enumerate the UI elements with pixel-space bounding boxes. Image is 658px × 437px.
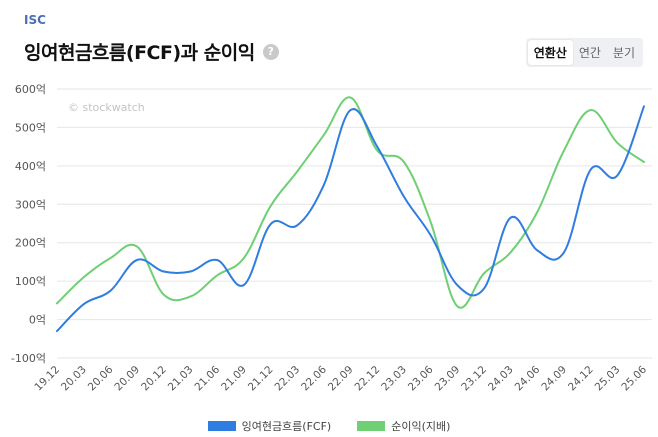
x-tick-label: 21.12	[246, 364, 276, 394]
x-tick-label: 20.06	[86, 363, 116, 393]
x-tick-label: 23.09	[433, 364, 463, 394]
toggle-quarterly[interactable]: 분기	[612, 46, 635, 60]
x-tick-label: 24.03	[486, 364, 516, 394]
x-tick-label: 22.03	[273, 364, 303, 394]
y-tick-label: -100억	[11, 352, 46, 365]
legend-item-net-income[interactable]: 순이익(지배)	[357, 418, 450, 434]
y-tick-label: 500억	[15, 121, 46, 134]
x-tick-label: 22.12	[353, 364, 383, 394]
x-tick-label: 22.06	[299, 363, 329, 393]
legend-label-fcf: 잉여현금흐름(FCF)	[241, 420, 332, 433]
legend-swatch-net-income	[357, 421, 386, 431]
x-tick-label: 21.03	[166, 364, 196, 394]
toggle-annualized[interactable]: 연환산	[527, 40, 573, 65]
series-line-net-income	[56, 96, 645, 309]
y-tick-label: 600억	[15, 83, 46, 96]
y-tick-label: 400억	[15, 160, 46, 173]
legend-swatch-fcf	[207, 421, 236, 431]
x-tick-label: 24.12	[566, 364, 596, 394]
legend-item-fcf[interactable]: 잉여현금흐름(FCF)	[207, 418, 332, 434]
x-tick-label: 20.12	[139, 364, 169, 394]
legend: 잉여현금흐름(FCF) 순이익(지배)	[0, 418, 658, 434]
series-line-fcf	[56, 105, 645, 333]
help-icon[interactable]: ?	[262, 43, 279, 60]
x-tick-label: 21.06	[192, 363, 222, 393]
x-tick-label: 19.12	[32, 364, 62, 394]
x-tick-label: 24.06	[513, 363, 543, 393]
period-toggle: 연환산 연간 분기	[525, 38, 643, 67]
x-tick-label: 20.03	[59, 364, 89, 394]
y-tick-label: 300억	[15, 198, 46, 211]
y-tick-label: 0억	[29, 314, 46, 327]
x-tick-label: 20.09	[112, 364, 142, 394]
ticker-label: ISC	[24, 13, 46, 27]
legend-label-net-income: 순이익(지배)	[391, 420, 451, 433]
x-tick-label: 23.06	[406, 363, 436, 393]
x-tick-label: 24.09	[539, 364, 569, 394]
y-tick-label: 200억	[15, 237, 46, 250]
watermark: © stockwatch	[68, 101, 145, 114]
x-tick-label: 25.03	[593, 364, 623, 394]
title-row: 잉여현금흐름(FCF)과 순이익 ?	[24, 38, 279, 65]
x-tick-label: 23.03	[379, 364, 409, 394]
chart-title: 잉여현금흐름(FCF)과 순이익	[24, 42, 255, 64]
y-tick-label: 100억	[15, 275, 46, 288]
x-tick-label: 21.09	[219, 364, 249, 394]
toggle-annual[interactable]: 연간	[578, 46, 601, 60]
x-tick-label: 23.12	[459, 364, 489, 394]
x-tick-label: 22.09	[326, 364, 356, 394]
x-tick-label: 25.06	[619, 363, 649, 393]
